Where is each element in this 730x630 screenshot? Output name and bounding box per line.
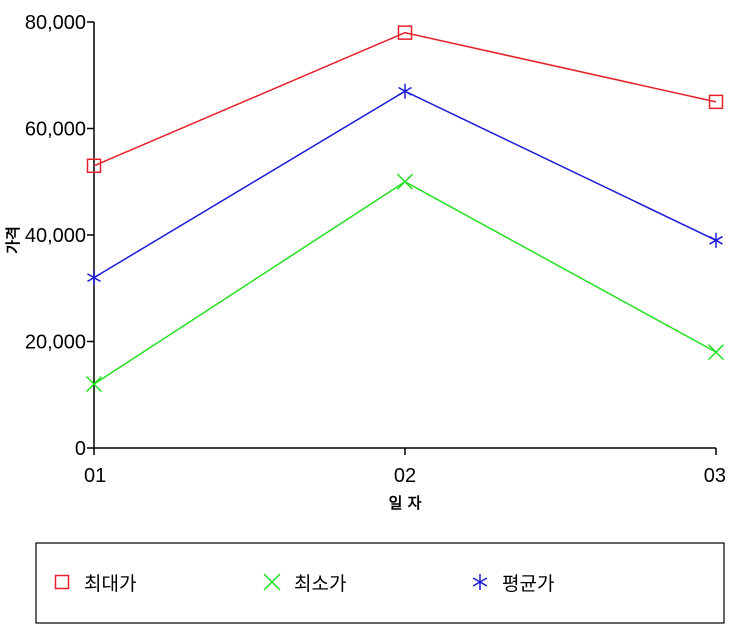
legend-label: 최소가: [294, 573, 346, 595]
legend-label: 평균가: [502, 573, 554, 595]
y-tick-label: 60,000: [25, 119, 86, 141]
series-line: [93, 180, 717, 385]
data-point: [708, 94, 724, 110]
x-axis-title: 일 자: [389, 494, 422, 512]
y-tick-label: 0: [75, 438, 86, 460]
legend-label: 최대가: [84, 573, 136, 595]
x-ticks: 01 02 03: [84, 448, 726, 487]
y-tick-label: 20,000: [25, 332, 86, 354]
data-point: [397, 25, 413, 40]
legend-marker: [472, 574, 488, 590]
y-tick-label: 40,000: [25, 225, 86, 247]
legend: 최대가 최소가 평균가: [35, 542, 725, 624]
legend-entry: 최대가: [54, 573, 136, 595]
y-axis-title: 가격: [4, 226, 22, 254]
y-ticks: 0 20,000 40,000 60,000 80,000: [25, 12, 94, 460]
series-2: [85, 173, 725, 393]
legend-entry: 최소가: [263, 573, 346, 595]
x-tick-label: 01: [84, 465, 106, 487]
series-line: [93, 31, 717, 167]
data-point: [86, 158, 102, 174]
legend-box: [35, 542, 725, 624]
data-point: [709, 232, 723, 248]
legend-marker: [263, 573, 281, 591]
legend-entry: 평균가: [472, 573, 554, 595]
x-tick-label: 03: [704, 465, 726, 487]
legend-marker: [54, 574, 70, 590]
x-tick-label: 02: [394, 465, 416, 487]
data-point: [396, 173, 414, 190]
series-group: [85, 25, 725, 393]
y-tick-label: 80,000: [25, 12, 86, 34]
series-3: [87, 83, 723, 286]
series-line: [93, 90, 717, 279]
data-point: [85, 376, 103, 393]
data-point: [707, 344, 725, 361]
data-point: [87, 270, 101, 286]
series-1: [86, 25, 724, 174]
data-point: [398, 83, 412, 99]
